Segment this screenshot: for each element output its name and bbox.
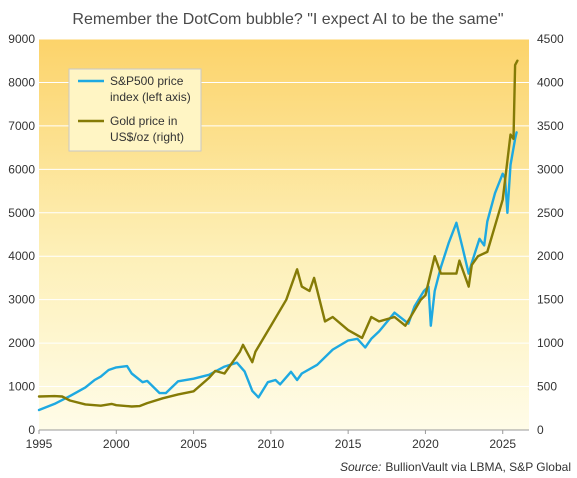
left-tick-3000: 3000: [8, 293, 35, 307]
left-tick-4000: 4000: [8, 249, 35, 263]
x-tick-2015: 2015: [335, 437, 362, 451]
source-text: BullionVault via LBMA, S&P Global: [385, 460, 571, 474]
right-tick-2500: 2500: [537, 206, 564, 220]
x-tick-1995: 1995: [26, 437, 53, 451]
x-tick-2010: 2010: [258, 437, 285, 451]
legend-label-gold-line1: Gold price in: [110, 114, 177, 128]
right-tick-4000: 4000: [537, 75, 564, 89]
left-tick-5000: 5000: [8, 206, 35, 220]
series-line-gold: [37, 59, 519, 408]
x-tick-2020: 2020: [412, 437, 439, 451]
right-tick-3000: 3000: [537, 162, 564, 176]
left-tick-1000: 1000: [8, 380, 35, 394]
left-tick-6000: 6000: [8, 162, 35, 176]
left-tick-2000: 2000: [8, 336, 35, 350]
series-group: [37, 59, 519, 412]
right-axis: 0 500 1000 1500 2000 2500 3000 3500 4000 4500: [537, 32, 564, 437]
right-tick-3500: 3500: [537, 119, 564, 133]
right-tick-4500: 4500: [537, 32, 564, 46]
x-axis: 1995 2000 2005 2010 2015 2020 2025: [26, 430, 516, 451]
left-tick-7000: 7000: [8, 119, 35, 133]
source-note: Source: BullionVault via LBMA, S&P Global: [340, 460, 571, 474]
x-tick-2000: 2000: [103, 437, 130, 451]
right-tick-0: 0: [537, 423, 544, 437]
right-tick-1000: 1000: [537, 336, 564, 350]
legend-label-gold-line2: US$/oz (right): [110, 130, 184, 144]
right-tick-1500: 1500: [537, 293, 564, 307]
left-tick-8000: 8000: [8, 75, 35, 89]
x-tick-2005: 2005: [180, 437, 207, 451]
legend-box: [68, 68, 202, 152]
left-axis: 0 1000 2000 3000 4000 5000 6000 7000 8000 9000: [8, 32, 35, 437]
source-label: Source:: [340, 460, 381, 474]
chart-title: Remember the DotCom bubble? "I expect AI…: [72, 11, 503, 28]
left-tick-9000: 9000: [8, 32, 35, 46]
series-line-sp500: [37, 131, 518, 412]
right-tick-500: 500: [537, 380, 557, 394]
right-tick-2000: 2000: [537, 249, 564, 263]
legend-label-sp500-line1: S&P500 price: [110, 74, 184, 88]
left-tick-0: 0: [28, 423, 35, 437]
x-tick-2025: 2025: [489, 437, 516, 451]
legend-label-sp500-line2: index (left axis): [110, 90, 191, 104]
legend: S&P500 price index (left axis) Gold pric…: [68, 68, 202, 152]
